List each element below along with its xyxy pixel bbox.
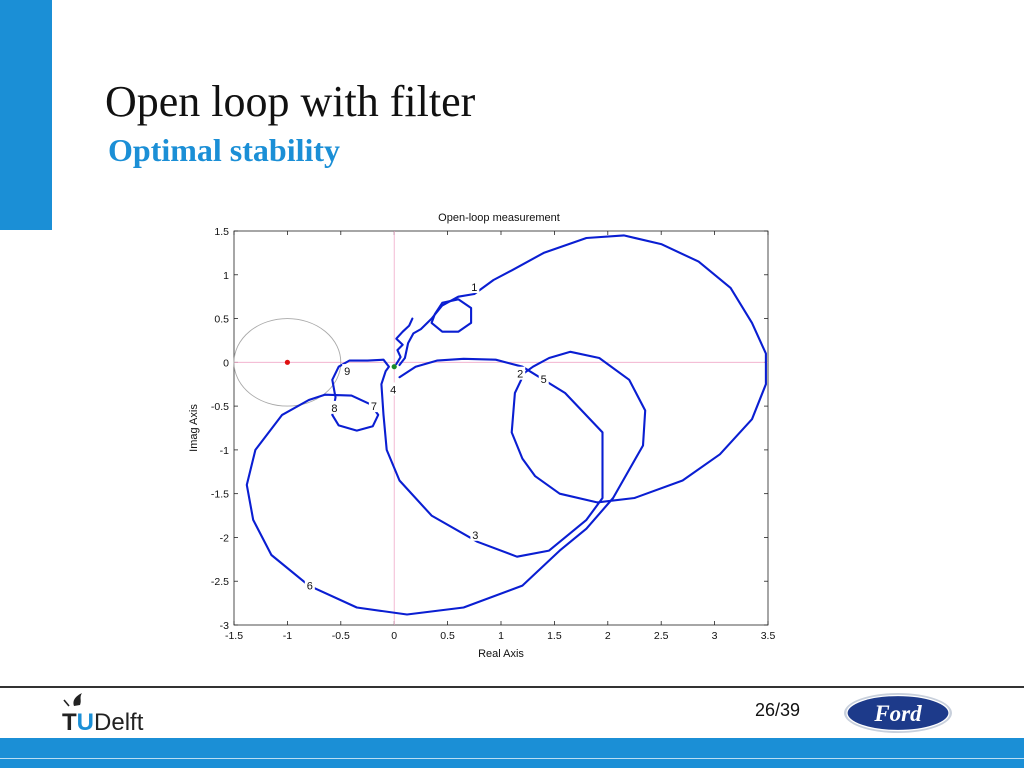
slide-title: Open loop with filter xyxy=(105,77,476,126)
point-label: 1 xyxy=(471,282,477,294)
point-label: 6 xyxy=(307,581,313,593)
point-label: 2 xyxy=(517,369,523,381)
tudelft-logo: TUDelft xyxy=(62,693,144,736)
y-tick-label: -2 xyxy=(220,532,229,544)
point-label-bg xyxy=(342,364,353,378)
x-tick-label: 2.5 xyxy=(654,630,669,642)
page-number: 26/39 xyxy=(754,700,800,720)
x-tick-label: -0.5 xyxy=(332,630,350,642)
point-label: 5 xyxy=(541,374,547,386)
y-tick-label: -1.5 xyxy=(211,489,229,501)
axis-ticks: -1.5 -1 -0.5 0 0.5 1 1.5 2 2.5 3 3.5 1.5 1 0.5 0 -0.5 -1… xyxy=(211,226,776,642)
open-loop-chart: Open-loop measurement -1.5 -1 -0.5 0 0.5 1 1.5… xyxy=(188,212,776,660)
start-point xyxy=(391,364,397,370)
nyquist-series-line xyxy=(430,298,473,333)
tudelft-logo-text: TUDelft xyxy=(62,709,144,736)
unit-circle xyxy=(233,318,342,407)
point-label-bg xyxy=(329,400,340,414)
x-tick-label: 3 xyxy=(712,630,718,642)
x-tick-label: 0.5 xyxy=(440,630,455,642)
y-tick-label: -0.5 xyxy=(211,401,229,413)
point-label-bg xyxy=(470,527,481,541)
point-label-bg xyxy=(388,382,399,396)
point-label: 9 xyxy=(344,366,350,378)
ford-logo-text: Ford xyxy=(873,701,922,726)
plot-frame xyxy=(233,230,769,626)
point-label-bg xyxy=(515,366,526,380)
footer-divider xyxy=(0,686,1024,688)
y-tick-label: -1 xyxy=(220,445,229,457)
y-tick-label: 1 xyxy=(223,270,229,282)
x-tick-label: -1 xyxy=(283,630,292,642)
nyquist-series-line xyxy=(245,234,767,616)
y-tick-label: 1.5 xyxy=(214,226,229,238)
point-label-bg xyxy=(538,371,549,385)
point-label: 4 xyxy=(390,384,396,396)
flame-icon xyxy=(73,693,82,706)
x-tick-label: 1.5 xyxy=(547,630,562,642)
x-tick-label: 3.5 xyxy=(761,630,776,642)
point-label: 3 xyxy=(472,530,478,542)
y-axis-label: Imag Axis xyxy=(188,404,200,452)
x-axis-label: Real Axis xyxy=(478,648,524,660)
critical-point xyxy=(284,359,290,365)
footer-band xyxy=(0,738,1024,768)
plot-area: 1 2 5 3 4 6 7 8 9 xyxy=(233,231,768,625)
chart-title: Open-loop measurement xyxy=(438,212,560,224)
x-tick-label: 0 xyxy=(391,630,397,642)
point-label-bg xyxy=(304,578,315,592)
x-tick-label: -1.5 xyxy=(225,630,243,642)
point-label: 7 xyxy=(371,401,377,413)
x-tick-label: 2 xyxy=(605,630,611,642)
nyquist-series-line xyxy=(395,317,414,366)
x-tick-label: 1 xyxy=(498,630,504,642)
y-tick-label: 0 xyxy=(223,357,229,369)
y-tick-label: 0.5 xyxy=(214,314,229,326)
y-tick-label: -2.5 xyxy=(211,576,229,588)
slide-subtitle: Optimal stability xyxy=(108,132,341,168)
y-tick-label: -3 xyxy=(220,620,229,632)
accent-bar xyxy=(0,0,52,230)
point-label-bg xyxy=(469,280,480,294)
point-label: 8 xyxy=(331,403,337,415)
ford-logo: Ford xyxy=(844,693,952,733)
point-label-bg xyxy=(368,399,379,413)
